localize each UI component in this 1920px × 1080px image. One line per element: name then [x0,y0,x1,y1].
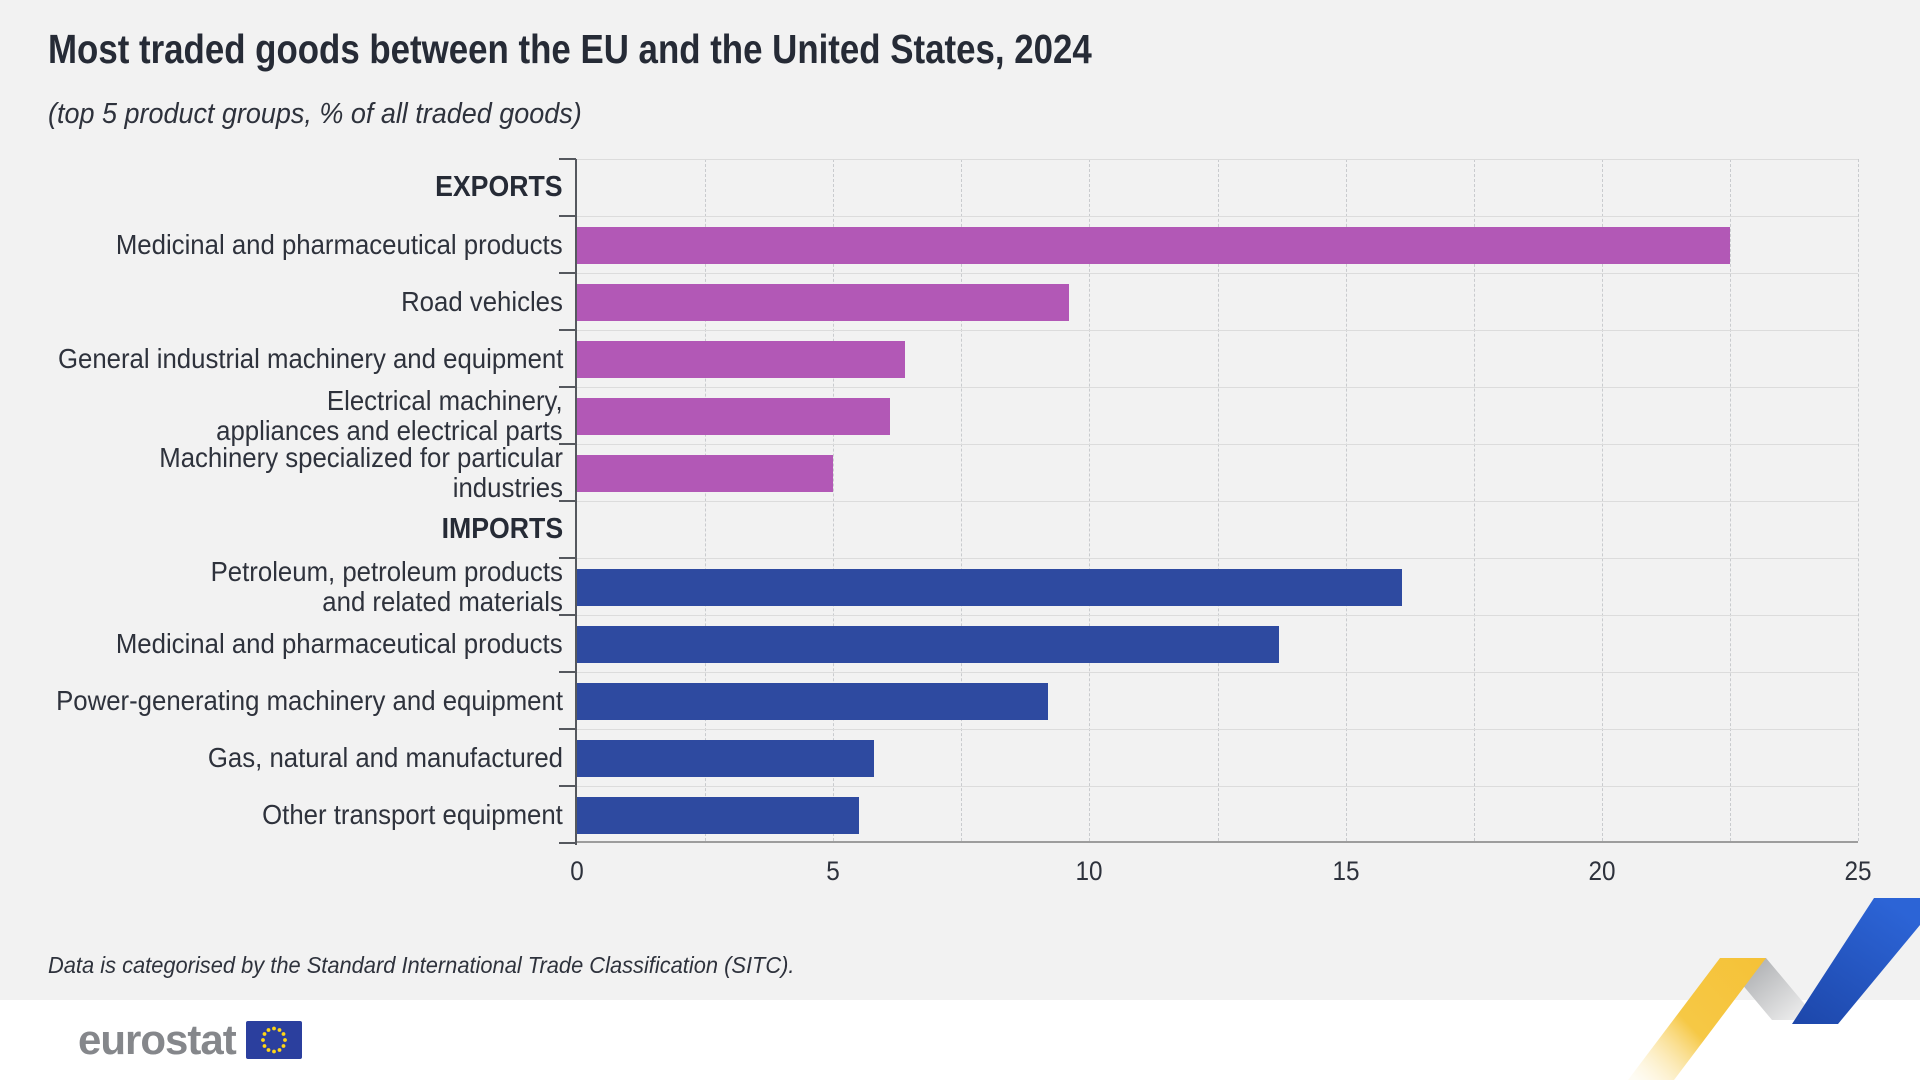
label-text: Medicinal and pharmaceutical products [116,228,563,260]
plot-row [577,729,1858,786]
x-axis-tick-labels: 0 5 10 15 20 25 [570,856,1871,892]
x-tick-label: 5 [826,856,841,887]
bar [577,797,859,834]
tick-mark [559,272,576,274]
gridline [961,159,963,841]
bar [577,626,1279,663]
ribbon-zigzag-icon [1628,898,1920,1080]
footnote: Data is categorised by the Standard Inte… [48,952,795,978]
plot-area [577,159,1859,843]
bar [577,569,1402,606]
group-header: EXPORTS [0,159,563,216]
plot-row [577,387,1858,444]
tick-mark [559,500,576,502]
x-tick-text: 0 [570,856,584,886]
y-axis-line [575,159,577,845]
x-tick-label: 15 [1331,856,1361,887]
tick-mark [559,785,576,787]
tick-mark [559,614,576,616]
tick-mark [559,386,576,388]
plot-row [577,615,1858,672]
plot-row [577,672,1858,729]
gridline [1473,159,1475,841]
chart-subtitle: (top 5 product groups, % of all traded g… [48,98,582,130]
bar [577,284,1069,321]
tick-mark [559,557,576,559]
x-tick-text: 25 [1844,856,1872,886]
category-label: Other transport equipment [0,786,563,843]
bar [577,341,905,378]
category-label: Road vehicles [0,273,563,330]
tick-mark [559,329,576,331]
eurostat-logo: eurostat [78,1000,302,1080]
gridline [1345,159,1347,841]
bar [577,227,1730,264]
plot-row [577,558,1858,615]
chart-title: Most traded goods between the EU and the… [48,26,1092,72]
gridline [1601,159,1603,841]
gridline [833,159,835,841]
footer-band [0,1000,1920,1080]
tick-mark [559,215,576,217]
category-label: Petroleum, petroleum products and relate… [0,556,563,617]
bar [577,683,1049,720]
label-text: IMPORTS [441,513,563,546]
group-header: IMPORTS [0,501,563,558]
gridline [1089,159,1091,841]
x-tick-label: 10 [1074,856,1104,887]
bar [577,740,875,777]
x-tick-label: 20 [1587,856,1617,887]
label-text: Petroleum, petroleum products and relate… [210,556,563,617]
category-label: Medicinal and pharmaceutical products [0,615,563,672]
tick-mark [559,728,576,730]
label-text: Electrical machinery, appliances and ele… [216,385,563,446]
gridline [1217,159,1219,841]
category-label: Machinery specialized for particular ind… [0,442,563,503]
category-label: Power-generating machinery and equipment [0,672,563,729]
label-text: Road vehicles [401,285,563,317]
tick-mark [559,842,576,844]
tick-mark [559,443,576,445]
label-text: Other transport equipment [262,798,563,830]
gridline [1858,159,1859,841]
plot-row [577,216,1858,273]
category-label-column: EXPORTS Medicinal and pharmaceutical prod… [0,159,563,843]
gridline [705,159,707,841]
x-tick-text: 5 [826,856,840,886]
label-text: General industrial machinery and equipme… [57,342,563,374]
tick-mark [559,671,576,673]
plot-row [577,330,1858,387]
x-tick-text: 20 [1588,856,1616,886]
label-text: EXPORTS [435,171,563,204]
category-label: Electrical machinery, appliances and ele… [0,385,563,446]
label-text: Power-generating machinery and equipment [56,684,563,716]
x-tick-label: 0 [569,856,584,887]
eu-flag-icon [245,1021,302,1059]
label-text: Gas, natural and manufactured [207,741,563,773]
label-text: Machinery specialized for particular ind… [159,442,563,503]
x-tick-text: 10 [1075,856,1103,886]
bar [577,398,890,435]
eurostat-wordmark: eurostat [78,1016,237,1063]
plot-row [577,444,1858,501]
category-label: Gas, natural and manufactured [0,729,563,786]
category-label: Medicinal and pharmaceutical products [0,216,563,273]
gridline [1729,159,1731,841]
x-tick-label: 25 [1843,856,1873,887]
plot-row [577,159,1858,216]
label-text: Medicinal and pharmaceutical products [116,627,563,659]
plot-row [577,273,1858,330]
x-tick-text: 15 [1332,856,1360,886]
eu-stars [260,1026,287,1054]
category-label: General industrial machinery and equipme… [0,330,563,387]
tick-mark [559,158,576,160]
bar [577,455,834,492]
plot-row [577,786,1858,843]
plot-row [577,501,1858,558]
